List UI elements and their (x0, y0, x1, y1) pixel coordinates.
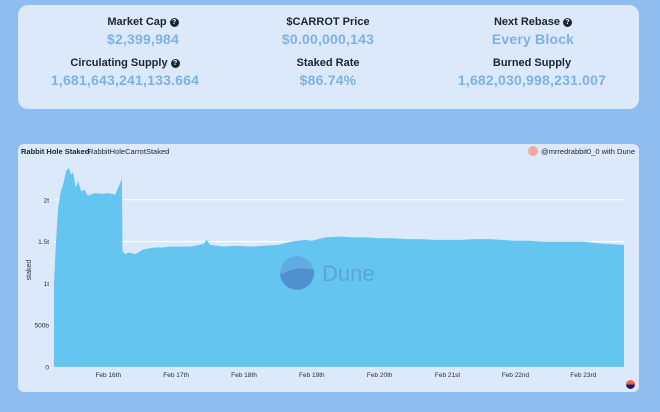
x-tick-label: Feb 20th (367, 372, 393, 379)
dune-watermark: Dune (280, 256, 375, 290)
y-tick-label: 500b (35, 323, 50, 330)
staked-rate-value: $86.74% (299, 72, 357, 88)
market-cap-value: $2,399,984 (106, 31, 180, 47)
stats-card: Market Cap ? $2,399,984 $CARROT Price $0… (18, 5, 639, 109)
carrot-price-label: $CARROT Price (286, 16, 370, 28)
x-tick-label: Feb 19th (299, 372, 325, 379)
x-tick-label: Feb 18th (231, 372, 257, 379)
market-cap-stat: Market Cap ? $2,399,984 (43, 16, 243, 47)
market-cap-label: Market Cap (107, 16, 167, 28)
y-tick-label: 2t (44, 197, 50, 204)
next-rebase-stat: Next Rebase ? Every Block (433, 16, 633, 47)
y-tick-label: 1t (44, 281, 50, 288)
series-area (54, 168, 624, 367)
circulating-supply-label: Circulating Supply (70, 57, 168, 69)
x-tick-label: Feb 22nd (502, 372, 530, 379)
burned-supply-stat: Burned Supply 1,682,030,998,231.007 (432, 57, 632, 88)
circulating-supply-stat: Circulating Supply ? 1,681,643,241,133.6… (25, 57, 225, 88)
x-tick-label: Feb 21st (435, 372, 460, 379)
next-rebase-label: Next Rebase (493, 16, 561, 28)
staked-rate-label: Staked Rate (296, 57, 360, 69)
y-tick-label: 1.5t (38, 239, 49, 246)
help-icon[interactable]: ? (170, 58, 180, 68)
chart-plot: Dune 0 500b 1t 1.5t 2t Feb 16th Feb 17th Feb 18… (26, 168, 624, 379)
help-icon[interactable]: ? (563, 17, 573, 27)
author-name: @mrredrabbit0_0 with Dune (541, 146, 635, 156)
watermark-text: Dune (322, 261, 375, 286)
circulating-supply-value: 1,681,643,241,133.664 (50, 72, 200, 88)
chart-card: Rabbit Hole Staked RabbitHoleCarrotStake… (18, 144, 639, 392)
y-tick-label: 0 (45, 365, 49, 372)
carrot-price-value: $0.00,000,143 (281, 31, 375, 47)
avatar (528, 146, 539, 156)
staked-rate-stat: Staked Rate $86.74% (228, 57, 428, 88)
chart-title: Rabbit Hole Staked (21, 147, 90, 156)
next-rebase-value: Every Block (491, 31, 575, 47)
burned-supply-label: Burned Supply (492, 57, 572, 69)
chart-subtitle: RabbitHoleCarrotStaked (88, 147, 170, 156)
carrot-price-stat: $CARROT Price $0.00,000,143 (228, 16, 428, 47)
dune-logo-icon (280, 256, 314, 290)
y-axis-label: staked (26, 260, 33, 281)
x-tick-label: Feb 16th (95, 372, 121, 379)
author-credit[interactable]: @mrredrabbit0_0 with Dune (528, 146, 635, 156)
help-icon[interactable]: ? (169, 17, 179, 27)
x-tick-label: Feb 17th (163, 372, 189, 379)
burned-supply-value: 1,682,030,998,231.007 (457, 72, 607, 88)
dune-logo-badge[interactable] (626, 380, 635, 389)
x-tick-label: Feb 23rd (570, 372, 596, 379)
dune-logo-wave-icon (280, 268, 315, 290)
